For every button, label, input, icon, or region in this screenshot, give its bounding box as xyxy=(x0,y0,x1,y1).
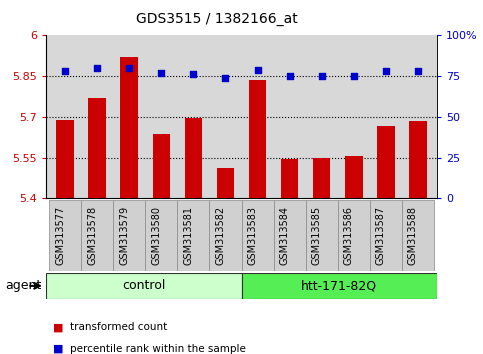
Point xyxy=(93,65,101,71)
Point xyxy=(157,70,165,76)
Text: GDS3515 / 1382166_at: GDS3515 / 1382166_at xyxy=(137,12,298,27)
Bar xyxy=(306,200,338,271)
Point xyxy=(350,73,357,79)
Bar xyxy=(242,200,273,271)
Bar xyxy=(145,200,177,271)
Bar xyxy=(217,169,234,198)
Text: transformed count: transformed count xyxy=(70,322,167,332)
Text: ■: ■ xyxy=(53,344,64,354)
Bar xyxy=(249,80,266,198)
Text: GSM313577: GSM313577 xyxy=(55,206,65,265)
Bar xyxy=(46,273,242,299)
Text: GSM313579: GSM313579 xyxy=(119,206,129,265)
Bar xyxy=(81,200,113,271)
Bar xyxy=(281,159,298,198)
Text: GSM313582: GSM313582 xyxy=(215,206,226,265)
Text: GSM313585: GSM313585 xyxy=(312,206,322,265)
Point xyxy=(286,73,294,79)
Text: GSM313578: GSM313578 xyxy=(87,206,97,265)
Text: GSM313580: GSM313580 xyxy=(151,206,161,265)
Bar xyxy=(409,121,426,198)
Bar xyxy=(49,200,81,271)
Point xyxy=(189,72,197,77)
Text: ■: ■ xyxy=(53,322,64,332)
Point xyxy=(382,68,390,74)
Text: GSM313587: GSM313587 xyxy=(376,206,386,265)
Text: GSM313584: GSM313584 xyxy=(280,206,290,265)
Point xyxy=(61,68,69,74)
Bar xyxy=(120,57,138,198)
Bar xyxy=(185,118,202,198)
Bar xyxy=(370,200,402,271)
Bar xyxy=(57,120,74,198)
Text: GSM313588: GSM313588 xyxy=(408,206,418,265)
Bar xyxy=(377,126,395,198)
Bar xyxy=(88,98,106,198)
Point xyxy=(254,67,261,73)
Point xyxy=(126,65,133,71)
Text: percentile rank within the sample: percentile rank within the sample xyxy=(70,344,246,354)
Bar xyxy=(402,200,434,271)
Bar xyxy=(177,200,210,271)
Text: control: control xyxy=(122,279,165,292)
Text: GSM313583: GSM313583 xyxy=(247,206,257,265)
Point xyxy=(414,68,422,74)
Bar xyxy=(338,200,370,271)
Text: GSM313586: GSM313586 xyxy=(344,206,354,265)
Bar xyxy=(313,158,330,198)
Point xyxy=(318,73,326,79)
Bar xyxy=(345,156,363,198)
Bar xyxy=(210,200,242,271)
Point xyxy=(222,75,229,81)
Bar xyxy=(153,135,170,198)
Bar xyxy=(242,273,437,299)
Bar xyxy=(113,200,145,271)
Text: htt-171-82Q: htt-171-82Q xyxy=(301,279,377,292)
Text: GSM313581: GSM313581 xyxy=(184,206,193,265)
Text: agent: agent xyxy=(5,279,41,292)
Bar xyxy=(273,200,306,271)
